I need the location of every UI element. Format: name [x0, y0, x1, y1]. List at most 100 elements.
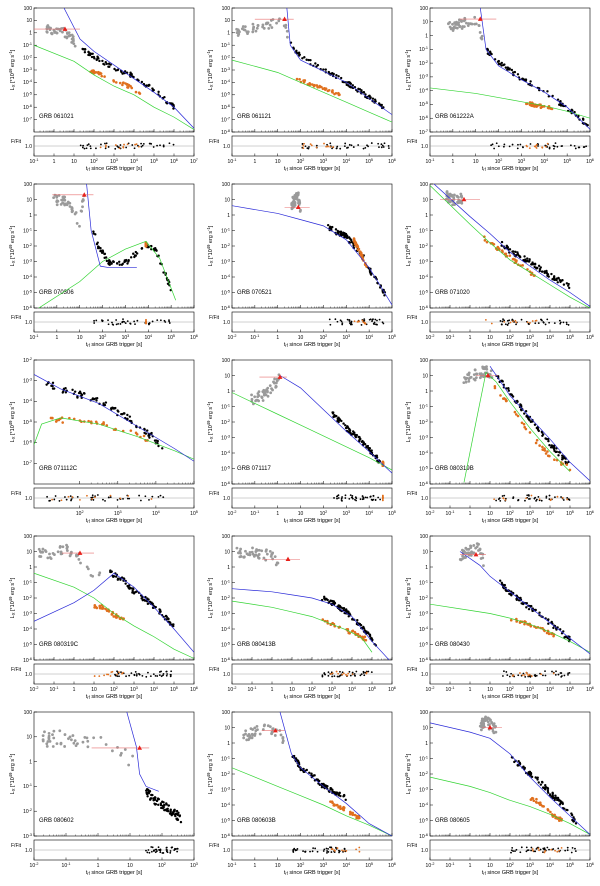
- main-frame: [33, 711, 195, 837]
- orange-data-point: [114, 615, 118, 619]
- orange-data-point: [334, 91, 338, 95]
- red-triangle-marker: [273, 728, 278, 733]
- black-data-point: [95, 242, 99, 246]
- ratio-tick-label: 1.0: [421, 496, 428, 502]
- y-tick-label: 10-6: [221, 104, 230, 111]
- grey-data-point: [89, 573, 93, 577]
- black-data-point: [514, 250, 517, 254]
- black-data-point: [504, 66, 508, 69]
- ratio-black-point: [545, 495, 548, 498]
- black-data-point: [347, 610, 350, 614]
- ratio-black-point: [307, 147, 310, 150]
- y-tick-label: 10-5: [419, 642, 428, 649]
- ratio-black-point: [54, 495, 57, 497]
- black-data-point: [546, 789, 550, 793]
- x-tick-label: 1: [469, 863, 472, 869]
- ratio-black-point: [544, 670, 546, 673]
- ratio-black-point: [563, 674, 566, 677]
- black-data-point: [541, 434, 544, 437]
- grey-data-point: [243, 25, 247, 29]
- y-tick-label: 100: [420, 6, 429, 12]
- ratio-black-point: [125, 675, 127, 678]
- ratio-orange-point: [550, 848, 553, 851]
- black-data-point: [358, 435, 361, 439]
- grey-data-point: [268, 23, 272, 27]
- black-data-point: [127, 258, 130, 262]
- ratio-orange-point: [560, 846, 563, 849]
- grey-data-point: [54, 30, 57, 34]
- x-tick-label: 104: [144, 334, 152, 341]
- black-data-point: [502, 586, 505, 589]
- ratio-orange-point: [342, 672, 345, 675]
- black-data-point: [546, 791, 550, 794]
- ratio-orange-point: [531, 320, 534, 322]
- black-data-point: [496, 60, 500, 63]
- ratio-black-point: [370, 142, 373, 144]
- black-data-point: [577, 114, 580, 118]
- ratio-orange-point: [361, 319, 364, 322]
- grey-data-point: [472, 544, 476, 547]
- x-tick-label: 105: [566, 334, 574, 341]
- ratio-orange-point: [145, 318, 147, 321]
- black-data-point: [545, 270, 548, 274]
- ratio-black-point: [164, 321, 167, 323]
- ratio-black-point: [343, 848, 346, 850]
- ratio-black-point: [134, 671, 137, 673]
- ratio-orange-point: [552, 672, 555, 675]
- ratio-black-point: [362, 671, 365, 674]
- ratio-black-point: [334, 318, 337, 321]
- ratio-orange-point: [107, 673, 110, 676]
- ratio-black-point: [574, 850, 577, 853]
- x-tick-label: 103: [110, 158, 118, 165]
- grey-data-point: [81, 740, 85, 744]
- orange-data-point: [127, 83, 131, 87]
- grey-data-point: [237, 32, 241, 36]
- black-data-point: [114, 406, 117, 410]
- ratio-black-point: [170, 674, 172, 676]
- grey-data-point: [480, 721, 483, 725]
- grey-data-point: [281, 737, 285, 740]
- orange-data-point: [359, 251, 363, 255]
- ratio-points: [93, 318, 171, 326]
- x-tick-label: 104: [348, 686, 356, 693]
- ratio-black-point: [70, 499, 72, 502]
- x-tick-label: 102: [99, 334, 107, 341]
- ratio-orange-point: [325, 145, 328, 148]
- black-data-point: [498, 62, 501, 66]
- blue-model-line: [34, 374, 194, 462]
- grey-data-point: [275, 21, 278, 25]
- panel-grb-080430: 10-2 10-1 1 10 102 103 104 105 10610-610-510-410…: [404, 534, 593, 700]
- black-data-point: [103, 252, 106, 256]
- orange-data-point: [363, 635, 367, 639]
- ratio-black-point: [330, 846, 332, 849]
- black-data-point: [95, 399, 98, 402]
- ratio-black-point: [526, 494, 529, 497]
- green-model-line: [430, 776, 590, 835]
- grey-data-point: [462, 25, 466, 28]
- black-data-point: [77, 391, 81, 395]
- ratio-black-point: [89, 147, 92, 150]
- ratio-black-point: [355, 499, 358, 502]
- black-data-point: [161, 447, 164, 450]
- grey-data-point: [458, 24, 462, 28]
- y-tick-label: 10-4: [221, 80, 230, 87]
- grey-data-point: [465, 21, 468, 25]
- ratio-tick-label: 1.0: [223, 144, 230, 150]
- ratio-black-point: [156, 850, 158, 852]
- black-data-point: [540, 270, 544, 273]
- y-tick-label: 10-2: [221, 243, 230, 250]
- ratio-black-point: [100, 143, 102, 146]
- black-data-point: [146, 429, 149, 432]
- ratio-orange-point: [105, 144, 107, 147]
- black-data-point: [167, 804, 170, 807]
- black-data-point: [348, 85, 351, 88]
- ratio-black-point: [512, 497, 515, 500]
- ratio-black-point: [156, 319, 159, 322]
- y-tick-label: 10-2: [23, 243, 32, 250]
- x-tick-label: 10: [127, 863, 133, 869]
- x-tick-label: 103: [342, 334, 350, 341]
- grey-data-point: [266, 394, 270, 398]
- black-data-point: [353, 431, 356, 434]
- orange-data-point: [72, 417, 76, 421]
- x-tick-label: 104: [546, 334, 554, 341]
